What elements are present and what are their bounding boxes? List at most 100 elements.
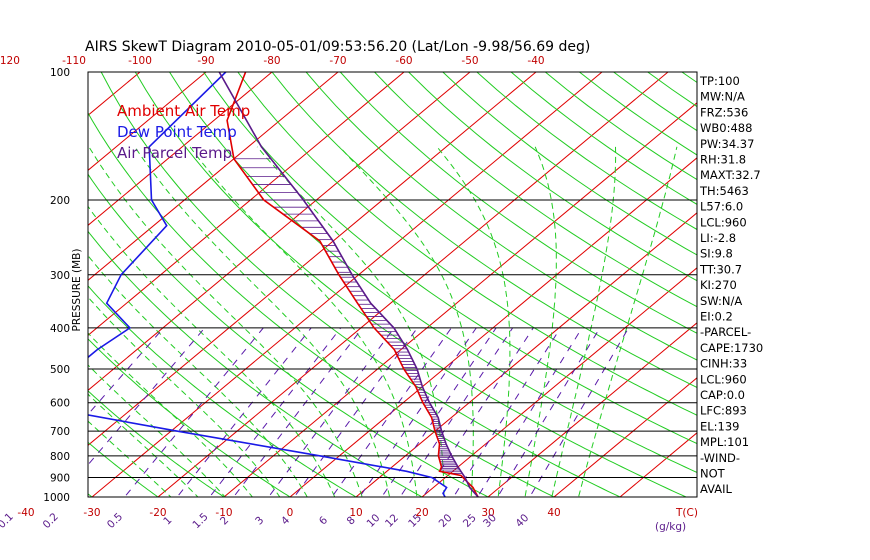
plot-area: 1002003004005006007008009001000-50-40-30… [0, 31, 698, 531]
dry-adiabat-line [271, 72, 697, 389]
dry-adiabat-line [305, 72, 697, 361]
mixing-ratio-label: 0.5 [105, 511, 125, 531]
mixing-ratio-label: 0.2 [41, 511, 61, 531]
index-item: EL:139 [700, 419, 740, 433]
mixing-ratio-label: 1 [161, 514, 174, 527]
index-item: EI:0.2 [700, 310, 733, 324]
index-item: SI:9.8 [700, 247, 733, 261]
dew-point-temp-line [88, 72, 448, 497]
moist-adiabat-line [339, 146, 474, 497]
dry-adiabat-line [339, 72, 697, 334]
index-item: CINH:33 [700, 357, 747, 371]
dry-adiabat-line [442, 72, 697, 256]
mixing-ratio-line [529, 327, 629, 497]
index-item: FRZ:536 [700, 105, 748, 119]
temp-tick-label-bottom: -10 [215, 507, 232, 519]
temp-tick-label-bottom: -30 [83, 507, 100, 519]
mixing-ratio-line [232, 327, 363, 497]
dry-adiabat-line [88, 441, 159, 497]
mixing-ratio-label: 3 [253, 514, 266, 527]
pressure-tick-label: 200 [50, 195, 70, 207]
dry-adiabat-line [88, 390, 225, 497]
index-item: NOT [700, 467, 726, 481]
isotherm-line [88, 72, 405, 336]
index-item: PW:34.37 [700, 137, 754, 151]
index-item: CAPE:1730 [700, 341, 763, 355]
temp-tick-label-top: -60 [395, 55, 412, 67]
index-item: SW:N/A [700, 294, 742, 308]
moist-adiabat-line [134, 146, 391, 497]
moist-adiabat-line [88, 364, 226, 497]
mixing-ratio-line [399, 327, 514, 497]
temp-tick-label-top: -50 [461, 55, 478, 67]
pressure-tick-label: 500 [50, 364, 70, 376]
mixing-ratio-line [476, 327, 583, 497]
mixing-ratio-line [209, 327, 342, 497]
index-item: MPL:101 [700, 435, 749, 449]
temp-tick-label-bottom: 40 [547, 507, 560, 519]
index-item: WB0:488 [700, 121, 752, 135]
isotherm-line [88, 72, 471, 391]
moist-adiabat-line [524, 146, 557, 497]
index-item: -WIND- [700, 451, 740, 465]
temp-tick-label-top: -120 [0, 55, 20, 67]
mixing-ratio-label: 40 [513, 512, 531, 530]
pressure-tick-label: 400 [50, 323, 70, 335]
index-item: TP:100 [699, 74, 740, 88]
plot-frame [87, 71, 698, 498]
isotherm-line [88, 72, 207, 171]
dry-adiabat-line [134, 72, 688, 497]
temp-tick-label-bottom: 20 [415, 507, 428, 519]
pressure-tick-label: 300 [50, 270, 70, 282]
isotherm-line [88, 72, 273, 226]
index-item: KI:270 [700, 278, 737, 292]
index-item: -PARCEL- [700, 325, 751, 339]
chart-title: AIRS SkewT Diagram 2010-05-01/09:53:56.2… [85, 39, 590, 55]
temp-tick-label-bottom: 10 [349, 507, 362, 519]
mixing-ratio-label: 20 [437, 512, 455, 530]
legend-item-dew-point-temp: Dew Point Temp [117, 123, 237, 141]
pressure-tick-label: 600 [50, 398, 70, 410]
moist-adiabat-line [88, 146, 363, 497]
mixing-ratio-label: 25 [461, 512, 479, 530]
isotherm-line [553, 377, 697, 497]
pressure-tick-label: 700 [50, 426, 70, 438]
isotherm-line [487, 322, 697, 497]
temp-tick-label-top: -80 [263, 55, 280, 67]
moist-adiabat-line [88, 332, 254, 497]
mixing-ratio-label: 6 [317, 514, 330, 527]
dry-adiabat-line [0, 31, 37, 506]
index-item: TH:5463 [699, 184, 749, 198]
temp-tick-label-bottom: 0 [287, 507, 294, 519]
mixing-ratio-label: 0.1 [0, 511, 16, 531]
dry-adiabat-line [203, 72, 697, 445]
index-item: MAXT:32.7 [700, 168, 761, 182]
dry-adiabat-line [237, 72, 697, 416]
mixing-ratio-line [293, 327, 418, 497]
index-item: L57:6.0 [700, 200, 743, 214]
mixing-ratio-line [123, 327, 264, 497]
ambient-air-temp-line [226, 72, 479, 497]
isotherm-line [88, 72, 537, 446]
pressure-tick-label: 800 [50, 451, 70, 463]
temp-tick-label-top: -110 [62, 55, 86, 67]
pressure-tick-label: 900 [50, 473, 70, 485]
dry-adiabat-line [407, 72, 697, 282]
index-item: CAP:0.0 [700, 388, 745, 402]
temp-tick-label-top: -70 [329, 55, 346, 67]
temp-tick-label-bottom: -40 [17, 507, 34, 519]
temp-tick-label-top: -40 [527, 55, 544, 67]
index-item: TT:30.7 [699, 262, 742, 276]
temp-tick-label-top: -100 [128, 55, 152, 67]
index-item: MW:N/A [700, 90, 745, 104]
index-item: LCL:960 [700, 215, 747, 229]
isotherm-line [88, 72, 339, 281]
legend-item-air-parcel-temp: Air Parcel Temp [117, 144, 232, 162]
legend: Ambient Air Temp Dew Point Temp Air Parc… [117, 102, 250, 162]
pressure-tick-label: 1000 [43, 492, 70, 504]
index-item: LFC:893 [700, 404, 747, 418]
isotherm-line [289, 157, 697, 497]
isotherm-line [223, 102, 697, 497]
